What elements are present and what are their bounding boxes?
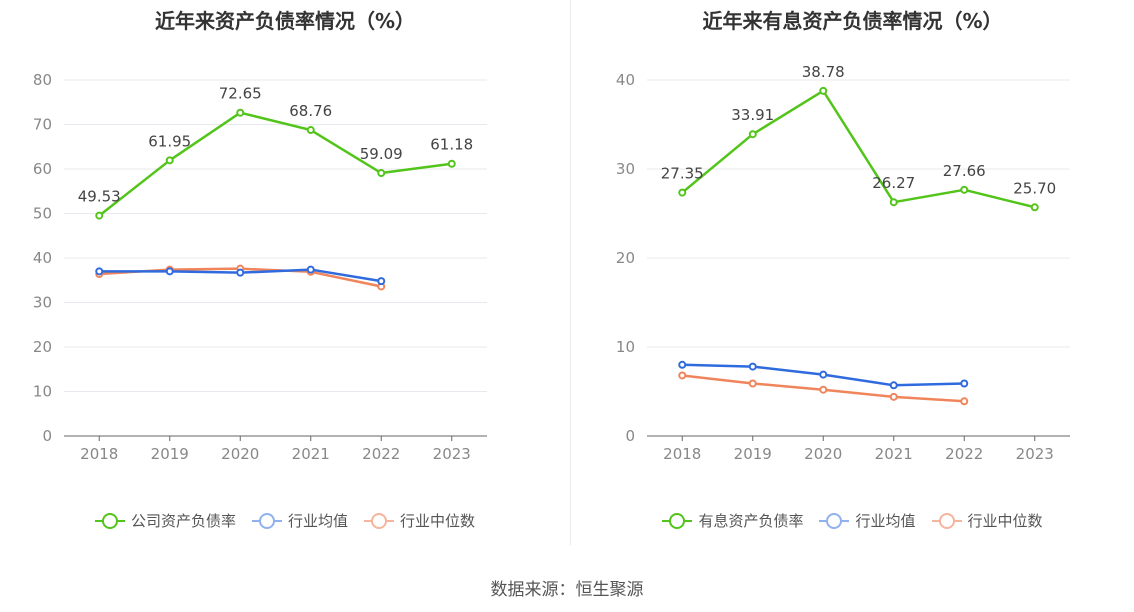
data-point (377, 169, 386, 178)
y-tick-label: 50 (33, 205, 52, 223)
legend-marker-icon (662, 512, 693, 529)
interest-debt-ratio-chart: 0 10 20 30 40 2018 2019 2020 2021 2022 2023 27.35 33… (616, 63, 1070, 463)
x-tick-label: 2019 (151, 445, 189, 463)
legend-label: 有息资产负债率 (698, 512, 804, 530)
y-tick-label: 0 (42, 427, 52, 445)
y-tick-label: 10 (616, 338, 635, 356)
data-point (748, 379, 757, 388)
legend-label: 行业均值 (855, 512, 916, 530)
data-point (377, 277, 386, 286)
legend-item-industry-mean[interactable]: 行业均值 (819, 510, 916, 531)
data-label: 59.09 (360, 145, 403, 163)
x-tick-label: 2020 (804, 445, 842, 463)
x-tick-label: 2021 (875, 445, 913, 463)
legend: 公司资产负债率 行业均值 行业中位数 (0, 510, 570, 531)
x-tick-label: 2023 (1016, 445, 1054, 463)
legend-label: 行业中位数 (967, 512, 1043, 530)
x-tick-label: 2018 (663, 445, 701, 463)
y-tick-label: 70 (33, 116, 52, 134)
data-label: 72.65 (219, 85, 262, 103)
legend-marker-icon (931, 512, 962, 529)
y-tick-label: 0 (625, 427, 635, 445)
data-point (819, 86, 828, 95)
data-point (678, 371, 687, 380)
x-tick-label: 2018 (80, 445, 118, 463)
data-label: 61.95 (148, 132, 191, 150)
data-point (447, 159, 456, 168)
data-point (960, 185, 969, 194)
debt-ratio-chart: 0 10 20 30 40 50 60 70 80 2018 2019 2020 2021 2022 202… (33, 71, 487, 463)
legend-marker-icon (251, 512, 282, 529)
data-point (95, 211, 104, 220)
data-point (1030, 203, 1039, 212)
data-point (95, 267, 104, 276)
chart-title: 近年来有息资产负债率情况（%） (702, 9, 1003, 33)
y-tick-label: 20 (616, 249, 635, 267)
data-source-note: 数据来源：恒生聚源 (490, 580, 644, 600)
x-tick-label: 2020 (221, 445, 259, 463)
y-tick-label: 80 (33, 71, 52, 89)
data-point (678, 360, 687, 369)
x-tick-label: 2022 (945, 445, 983, 463)
legend-label: 行业均值 (287, 512, 348, 530)
legend-item-industry-median[interactable]: 行业中位数 (931, 510, 1043, 531)
data-point (165, 156, 174, 165)
data-point (748, 362, 757, 371)
chart-panel-debt-ratio: 近年来资产负债率情况（%） 0 10 20 30 40 50 60 70 80 2018 2019 2… (0, 0, 570, 545)
legend-item-company[interactable]: 有息资产负债率 (662, 510, 803, 531)
data-point (960, 397, 969, 406)
y-tick-label: 20 (33, 338, 52, 356)
legend-item-industry-mean[interactable]: 行业均值 (251, 510, 348, 531)
x-tick-label: 2019 (734, 445, 772, 463)
series-line (98, 111, 452, 217)
data-point (236, 268, 245, 277)
data-point (306, 126, 315, 135)
legend-marker-icon (819, 512, 850, 529)
x-tick-label: 2021 (292, 445, 330, 463)
panel-divider (570, 0, 571, 545)
y-tick-label: 40 (33, 249, 52, 267)
y-tick-label: 60 (33, 160, 52, 178)
data-label: 49.53 (78, 188, 121, 206)
legend: 有息资产负债率 行业均值 行业中位数 (571, 510, 1134, 531)
chart-panel-interest-debt-ratio: 近年来有息资产负债率情况（%） 0 10 20 30 40 2018 2019 2020 202… (571, 0, 1134, 545)
data-point (748, 130, 757, 139)
data-label: 68.76 (289, 102, 332, 120)
legend-label: 公司资产负债率 (130, 512, 236, 530)
data-label: 27.35 (661, 165, 704, 183)
y-tick-label: 40 (616, 71, 635, 89)
data-point (889, 198, 898, 207)
data-point (236, 108, 245, 117)
data-point (165, 267, 174, 276)
x-tick-label: 2022 (362, 445, 400, 463)
data-label: 33.91 (731, 106, 774, 124)
data-point (819, 370, 828, 379)
legend-item-company[interactable]: 公司资产负债率 (94, 510, 236, 531)
data-point (819, 385, 828, 394)
data-label: 25.70 (1013, 179, 1056, 197)
chart-title: 近年来资产负债率情况（%） (154, 9, 416, 33)
legend-marker-icon (364, 512, 394, 529)
legend-item-industry-median[interactable]: 行业中位数 (364, 510, 475, 531)
legend-marker-icon (94, 512, 125, 529)
y-tick-label: 30 (33, 294, 52, 312)
data-label: 61.18 (430, 136, 473, 154)
data-label: 27.66 (943, 162, 986, 180)
legend-label: 行业中位数 (400, 512, 476, 530)
x-tick-label: 2023 (433, 445, 471, 463)
data-label: 38.78 (802, 63, 845, 81)
data-point (960, 379, 969, 388)
data-label: 26.27 (872, 174, 915, 192)
series-line (681, 89, 1036, 209)
y-tick-label: 10 (33, 383, 52, 401)
data-point (678, 188, 687, 197)
data-point (889, 381, 898, 390)
y-tick-label: 30 (616, 160, 635, 178)
data-point (889, 392, 898, 401)
data-point (306, 265, 315, 274)
